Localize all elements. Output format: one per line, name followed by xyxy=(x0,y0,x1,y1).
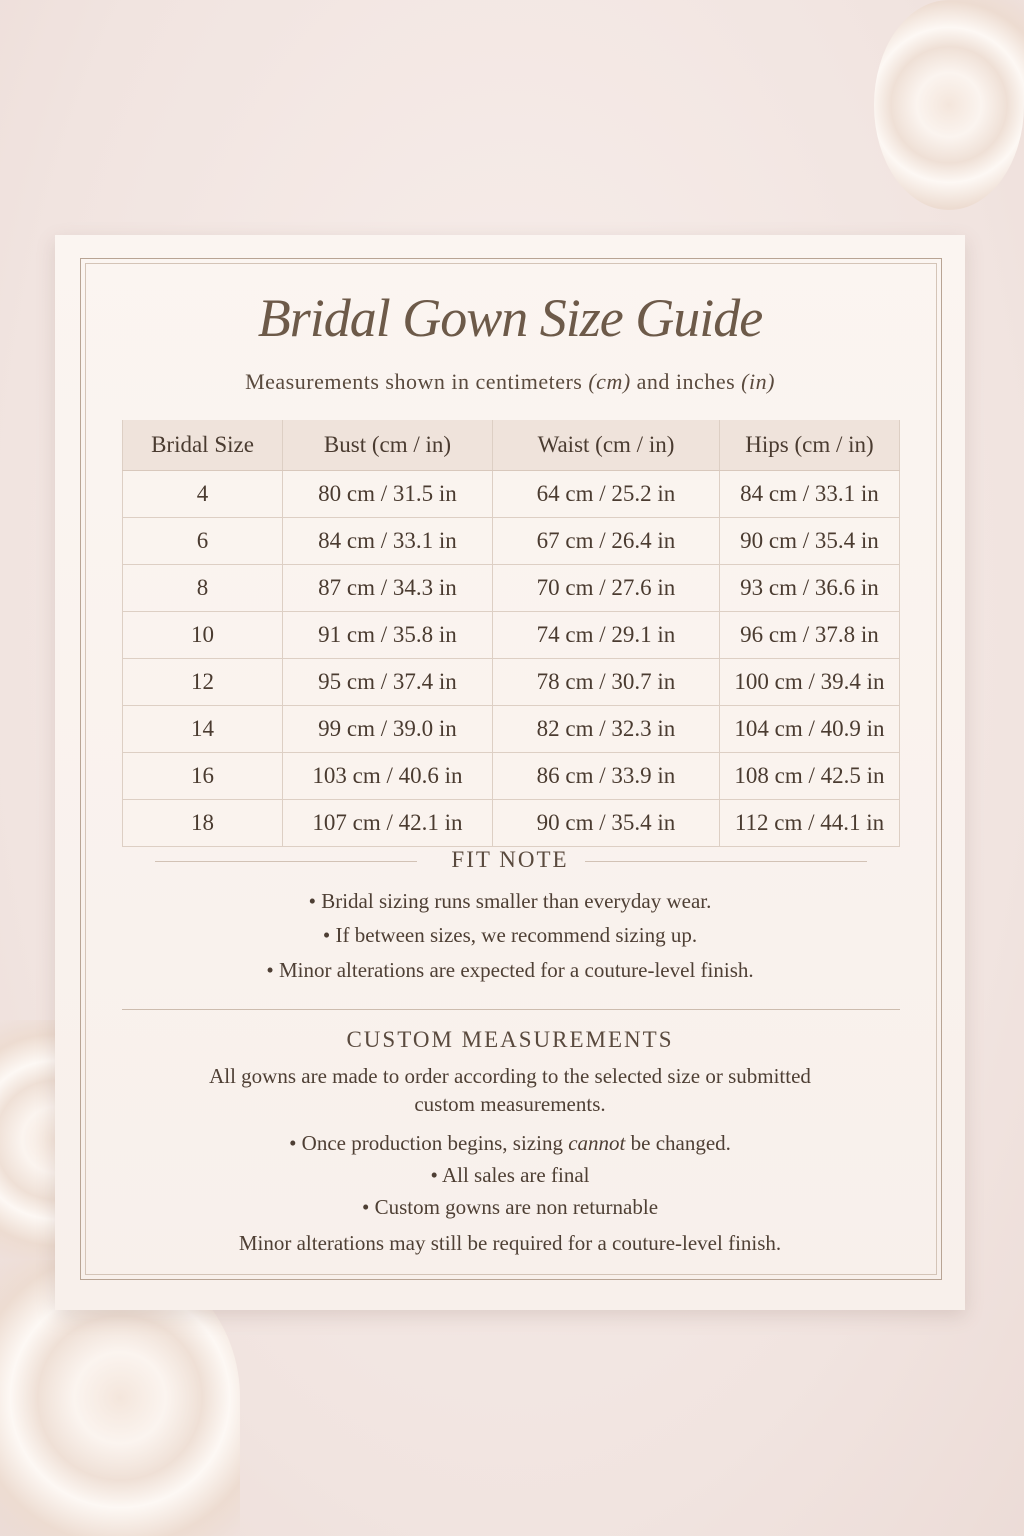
size-table: Bridal Size Bust (cm / in) Waist (cm / i… xyxy=(122,420,900,847)
divider-line xyxy=(585,861,867,862)
bust-cell: 99 cm / 39.0 in xyxy=(282,705,493,753)
custom-bullet: • All sales are final xyxy=(430,1163,590,1187)
size-cell: 12 xyxy=(122,658,283,706)
bust-cell: 80 cm / 31.5 in xyxy=(282,470,493,518)
waist-cell: 86 cm / 33.9 in xyxy=(492,752,720,800)
table-row: 6 84 cm / 33.1 in 67 cm / 26.4 in 90 cm / 3… xyxy=(122,517,900,565)
bust-cell: 107 cm / 42.1 in xyxy=(282,799,493,847)
decorative-frame xyxy=(80,258,942,1280)
hips-cell: 112 cm / 44.1 in xyxy=(719,799,900,847)
custom-intro: custom measurements. xyxy=(414,1092,606,1116)
header-waist: Waist (cm / in) xyxy=(492,420,720,471)
size-cell: 8 xyxy=(122,564,283,612)
bust-cell: 87 cm / 34.3 in xyxy=(282,564,493,612)
table-row: 4 80 cm / 31.5 in 64 cm / 25.2 in 84 cm / 3… xyxy=(122,470,900,518)
hips-cell: 104 cm / 40.9 in xyxy=(719,705,900,753)
waist-cell: 78 cm / 30.7 in xyxy=(492,658,720,706)
hips-cell: 90 cm / 35.4 in xyxy=(719,517,900,565)
hips-cell: 96 cm / 37.8 in xyxy=(719,611,900,659)
waist-cell: 82 cm / 32.3 in xyxy=(492,705,720,753)
custom-measurements-heading: CUSTOM MEASUREMENTS xyxy=(346,1027,674,1052)
size-cell: 6 xyxy=(122,517,283,565)
size-cell: 4 xyxy=(122,470,283,518)
size-cell: 14 xyxy=(122,705,283,753)
size-cell: 16 xyxy=(122,752,283,800)
subtitle-in: (in) xyxy=(741,369,775,394)
custom-footer: Minor alterations may still be required … xyxy=(238,1231,782,1255)
divider-line xyxy=(155,861,417,862)
subtitle-text: and inches xyxy=(630,369,742,394)
waist-cell: 90 cm / 35.4 in xyxy=(492,799,720,847)
fit-note-bullet: • If between sizes, we recommend sizing … xyxy=(322,923,698,947)
header-hips: Hips (cm / in) xyxy=(719,420,900,471)
custom-bullet: • Once production begins, sizing cannot … xyxy=(55,1131,965,1156)
header-bridal-size: Bridal Size xyxy=(122,420,283,471)
bust-cell: 95 cm / 37.4 in xyxy=(282,658,493,706)
bust-cell: 103 cm / 40.6 in xyxy=(282,752,493,800)
hips-cell: 93 cm / 36.6 in xyxy=(719,564,900,612)
rose-decoration-top-right xyxy=(874,0,1024,210)
subtitle-cm: (cm) xyxy=(588,369,631,394)
bust-cell: 91 cm / 35.8 in xyxy=(282,611,493,659)
custom-intro: All gowns are made to order according to… xyxy=(209,1064,811,1088)
size-guide-card: Bridal Gown Size Guide Measurements show… xyxy=(55,235,965,1310)
fit-note-heading: FIT NOTE xyxy=(55,847,965,873)
table-row: 18 107 cm / 42.1 in 90 cm / 35.4 in 112 cm … xyxy=(122,799,900,847)
table-row: 16 103 cm / 40.6 in 86 cm / 33.9 in 108 cm … xyxy=(122,752,900,800)
fit-note-bullet: • Minor alterations are expected for a c… xyxy=(266,958,754,982)
size-cell: 18 xyxy=(122,799,283,847)
hips-cell: 100 cm / 39.4 in xyxy=(719,658,900,706)
bust-cell: 84 cm / 33.1 in xyxy=(282,517,493,565)
bullet-text: • Once production begins, sizing xyxy=(289,1131,569,1155)
page-title: Bridal Gown Size Guide xyxy=(257,288,763,348)
fit-note-bullet: • Bridal sizing runs smaller than everyd… xyxy=(308,889,712,913)
hips-cell: 84 cm / 33.1 in xyxy=(719,470,900,518)
waist-cell: 70 cm / 27.6 in xyxy=(492,564,720,612)
table-header-row: Bridal Size Bust (cm / in) Waist (cm / i… xyxy=(122,420,900,471)
hips-cell: 108 cm / 42.5 in xyxy=(719,752,900,800)
waist-cell: 74 cm / 29.1 in xyxy=(492,611,720,659)
subtitle: Measurements shown in centimeters (cm) a… xyxy=(55,369,965,395)
table-row: 10 91 cm / 35.8 in 74 cm / 29.1 in 96 cm / … xyxy=(122,611,900,659)
section-divider xyxy=(122,1009,900,1010)
header-bust: Bust (cm / in) xyxy=(282,420,493,471)
subtitle-text: Measurements shown in centimeters xyxy=(245,369,589,394)
bullet-text: be changed. xyxy=(625,1131,731,1155)
table-row: 14 99 cm / 39.0 in 82 cm / 32.3 in 104 cm /… xyxy=(122,705,900,753)
bullet-emphasis: cannot xyxy=(568,1131,626,1155)
fit-note-title: FIT NOTE xyxy=(451,847,569,872)
size-cell: 10 xyxy=(122,611,283,659)
table-row: 8 87 cm / 34.3 in 70 cm / 27.6 in 93 cm / 3… xyxy=(122,564,900,612)
table-row: 12 95 cm / 37.4 in 78 cm / 30.7 in 100 cm /… xyxy=(122,658,900,706)
waist-cell: 67 cm / 26.4 in xyxy=(492,517,720,565)
custom-bullet: • Custom gowns are non returnable xyxy=(361,1195,659,1219)
waist-cell: 64 cm / 25.2 in xyxy=(492,470,720,518)
